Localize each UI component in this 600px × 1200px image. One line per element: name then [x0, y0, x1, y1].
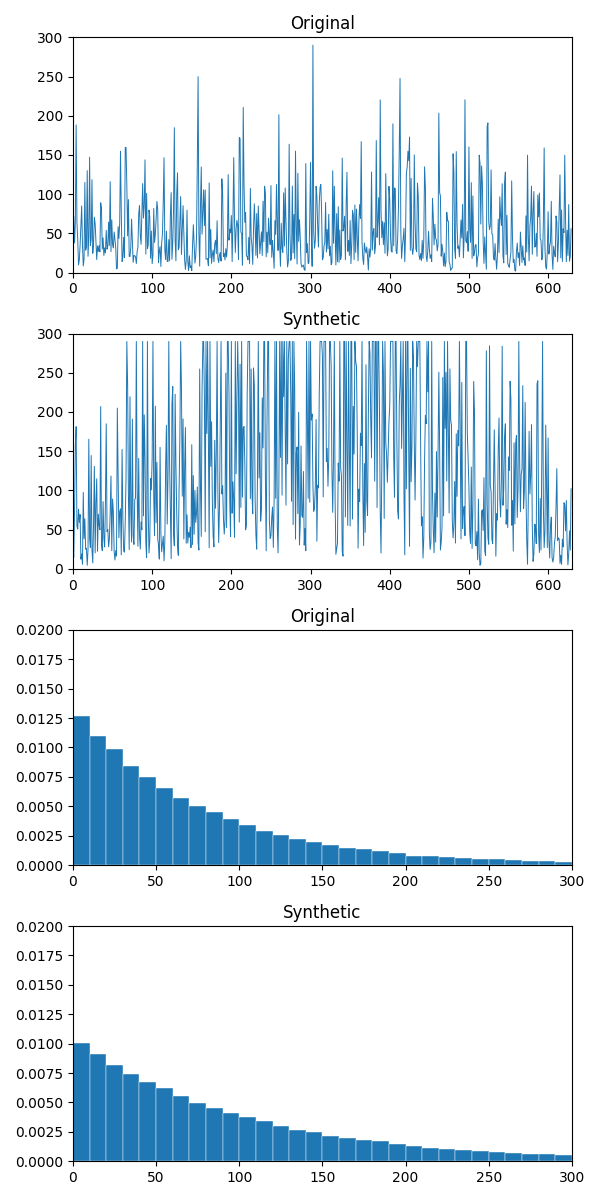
Bar: [206, 811, 223, 865]
Bar: [522, 1154, 539, 1162]
Bar: [123, 1074, 139, 1162]
Bar: [190, 1103, 206, 1162]
Bar: [223, 1114, 239, 1162]
Bar: [89, 737, 106, 865]
Bar: [356, 1140, 373, 1162]
Bar: [156, 1088, 173, 1162]
Bar: [406, 856, 422, 865]
Bar: [73, 1043, 89, 1162]
Bar: [356, 850, 373, 865]
Bar: [139, 1081, 156, 1162]
Bar: [539, 1154, 555, 1162]
Bar: [289, 839, 306, 865]
Bar: [472, 1151, 489, 1162]
Bar: [190, 806, 206, 865]
Bar: [239, 1117, 256, 1162]
Bar: [306, 842, 322, 865]
Title: Original: Original: [290, 607, 355, 625]
Bar: [422, 1148, 439, 1162]
Bar: [306, 1133, 322, 1162]
Title: Original: Original: [290, 14, 355, 32]
Bar: [322, 846, 339, 865]
Bar: [272, 835, 289, 865]
Bar: [522, 860, 539, 865]
Bar: [439, 1150, 455, 1162]
Title: Synthetic: Synthetic: [283, 311, 362, 329]
Bar: [256, 1121, 272, 1162]
Bar: [455, 1150, 472, 1162]
Bar: [339, 1138, 356, 1162]
Bar: [373, 851, 389, 865]
Bar: [489, 859, 505, 865]
Bar: [439, 857, 455, 865]
Bar: [322, 1135, 339, 1162]
Bar: [123, 766, 139, 865]
Bar: [455, 858, 472, 865]
Bar: [339, 847, 356, 865]
Bar: [489, 1152, 505, 1162]
Bar: [239, 826, 256, 865]
Bar: [206, 1109, 223, 1162]
Bar: [223, 820, 239, 865]
Bar: [555, 1154, 572, 1162]
Bar: [289, 1130, 306, 1162]
Bar: [406, 1146, 422, 1162]
Bar: [422, 856, 439, 865]
Bar: [173, 798, 190, 865]
Bar: [156, 788, 173, 865]
Bar: [106, 1064, 123, 1162]
Bar: [505, 860, 522, 865]
Bar: [472, 859, 489, 865]
Title: Synthetic: Synthetic: [283, 904, 362, 922]
Bar: [256, 832, 272, 865]
Bar: [73, 716, 89, 865]
Bar: [389, 1144, 406, 1162]
Bar: [272, 1126, 289, 1162]
Bar: [106, 749, 123, 865]
Bar: [373, 1141, 389, 1162]
Bar: [539, 862, 555, 865]
Bar: [555, 862, 572, 865]
Bar: [89, 1055, 106, 1162]
Bar: [389, 852, 406, 865]
Bar: [505, 1153, 522, 1162]
Bar: [173, 1096, 190, 1162]
Bar: [139, 776, 156, 865]
